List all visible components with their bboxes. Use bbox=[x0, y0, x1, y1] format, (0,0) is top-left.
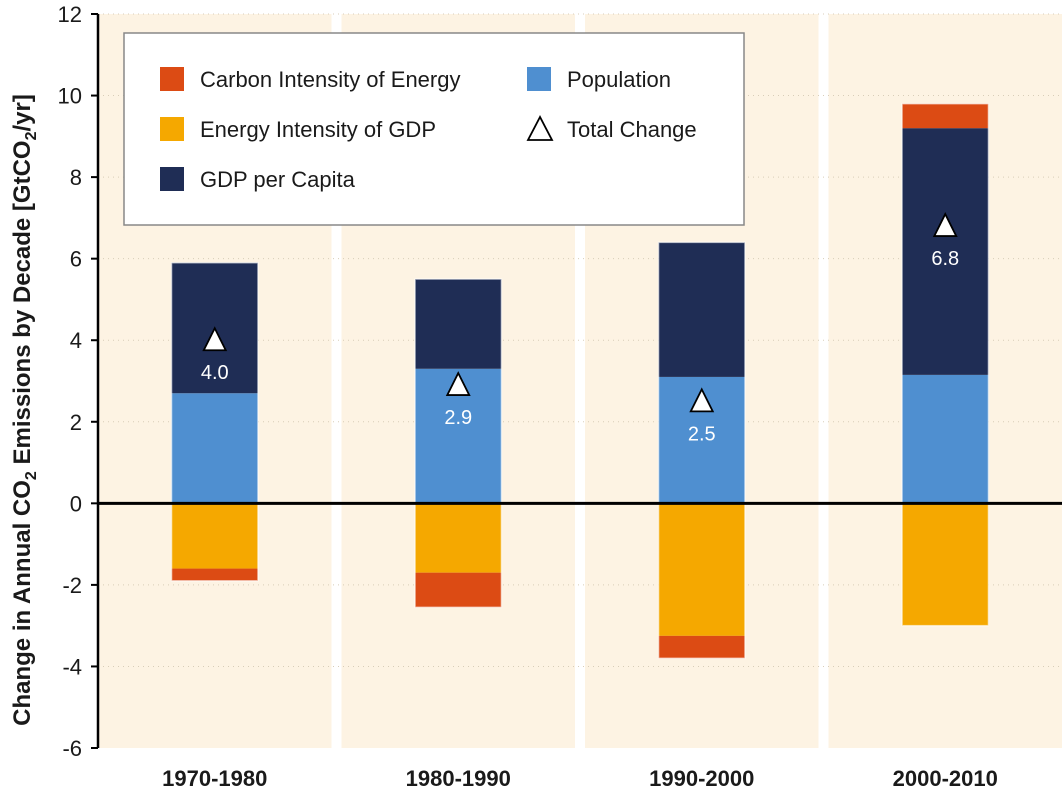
total-change-triangle bbox=[689, 387, 715, 413]
x-axis-category-labels: 1970-1980 1980-1990 1990-2000 2000-2010 bbox=[162, 766, 998, 791]
bars-layer bbox=[170, 102, 990, 660]
bar-outline bbox=[414, 278, 503, 609]
bar-segment-population bbox=[902, 374, 989, 504]
total-change-markers: 4.0 2.9 2.5 6.8 bbox=[201, 212, 959, 445]
bar-group-1980-1990 bbox=[414, 278, 503, 609]
y-axis-label-sub-2: 2 bbox=[23, 131, 40, 140]
total-change-triangle bbox=[932, 212, 958, 237]
bar-segment-gdp-per-capita bbox=[658, 242, 745, 377]
y-axis-label-part-c: /yr] bbox=[9, 94, 36, 131]
bar-segment-energy-intensity-of-gdp bbox=[658, 503, 745, 636]
y-axis-label-sub-1: 2 bbox=[23, 471, 40, 480]
legend-swatch-triangle bbox=[526, 115, 554, 141]
legend-label: Population bbox=[567, 67, 671, 92]
total-change-value: 2.9 bbox=[444, 407, 472, 429]
y-tick-label: -4 bbox=[62, 654, 82, 679]
y-tick-label: -2 bbox=[62, 573, 82, 598]
y-tick-label: 2 bbox=[70, 410, 82, 435]
total-change-triangle bbox=[445, 371, 471, 396]
legend-box bbox=[123, 32, 745, 226]
bar-outline bbox=[170, 261, 259, 582]
total-change-value: 2.5 bbox=[688, 423, 716, 445]
bar-segment-gdp-per-capita bbox=[415, 279, 502, 369]
x-category-label: 1980-1990 bbox=[406, 766, 511, 791]
x-category-label: 2000-2010 bbox=[893, 766, 998, 791]
y-tick-label: 10 bbox=[58, 84, 82, 109]
legend-swatch bbox=[527, 67, 551, 91]
y-axis-ticks: -6 -4 -2 0 2 4 6 8 10 12 bbox=[58, 2, 98, 761]
total-change-triangle bbox=[202, 326, 228, 352]
total-change-value: 4.0 bbox=[201, 362, 229, 384]
legend-label: GDP per Capita bbox=[200, 167, 356, 192]
bar-segment-energy-intensity-of-gdp bbox=[415, 503, 502, 573]
x-category-label: 1990-2000 bbox=[649, 766, 754, 791]
bar-segment-carbon-intensity-of-energy bbox=[171, 568, 258, 581]
legend-swatch bbox=[160, 117, 184, 141]
legend-label: Total Change bbox=[567, 117, 697, 142]
bar-segment-energy-intensity-of-gdp bbox=[171, 503, 258, 569]
y-tick-label: 0 bbox=[70, 491, 82, 516]
y-tick-label: -6 bbox=[62, 736, 82, 761]
bar-outline bbox=[657, 241, 746, 660]
bar-outline bbox=[901, 102, 990, 627]
bar-segment-population bbox=[171, 393, 258, 504]
bar-segment-carbon-intensity-of-energy bbox=[658, 635, 745, 659]
bar-group-1990-2000 bbox=[657, 241, 746, 660]
legend-swatch bbox=[160, 67, 184, 91]
x-category-label: 1970-1980 bbox=[162, 766, 267, 791]
bar-segment-energy-intensity-of-gdp bbox=[902, 503, 989, 626]
total-change-value: 6.8 bbox=[931, 248, 959, 270]
y-axis-label-part-a: Change in Annual CO bbox=[9, 480, 36, 726]
legend-label: Energy Intensity of GDP bbox=[200, 117, 436, 142]
bar-group-1970-1980 bbox=[170, 261, 259, 582]
legend-label: Carbon Intensity of Energy bbox=[200, 67, 460, 92]
bar-segment-gdp-per-capita bbox=[902, 128, 989, 375]
y-tick-label: 8 bbox=[70, 165, 82, 190]
y-axis-label: Change in Annual CO2 Emissions by Decade… bbox=[9, 94, 40, 726]
bar-segment-carbon-intensity-of-energy bbox=[415, 572, 502, 608]
y-tick-label: 4 bbox=[70, 328, 82, 353]
y-axis-label-part-b: Emissions by Decade [GtCO bbox=[9, 140, 36, 471]
y-tick-label: 6 bbox=[70, 247, 82, 272]
y-tick-label: 12 bbox=[58, 2, 82, 27]
legend-swatch bbox=[160, 167, 184, 191]
legend: Carbon Intensity of Energy Population Ener… bbox=[123, 32, 745, 226]
bar-group-2000-2010 bbox=[901, 102, 990, 627]
bar-segment-carbon-intensity-of-energy bbox=[902, 103, 989, 129]
